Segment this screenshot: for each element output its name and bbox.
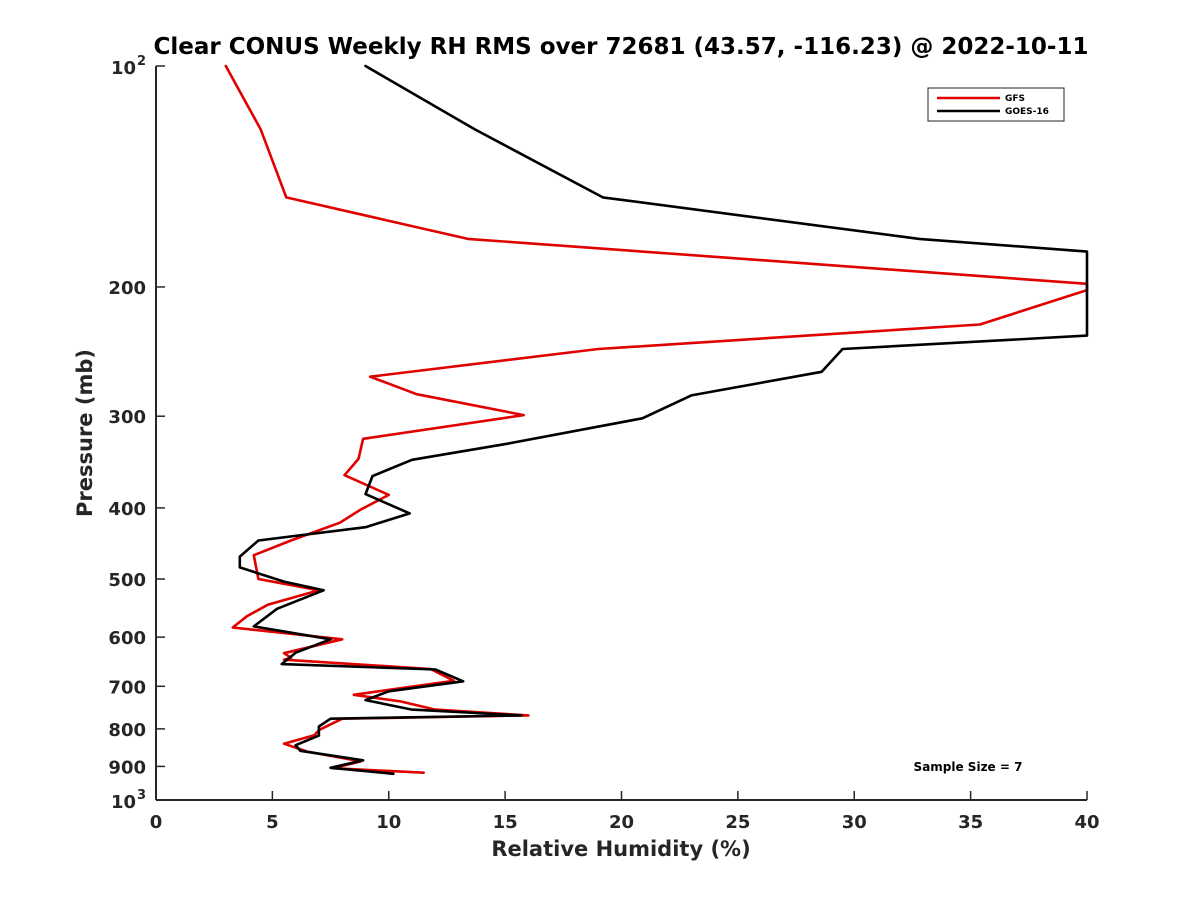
x-axis-label: Relative Humidity (%) — [491, 837, 750, 861]
chart-title: Clear CONUS Weekly RH RMS over 72681 (43… — [154, 34, 1089, 60]
series-line-goes-16 — [238, 64, 1089, 776]
y-tick-label: 200 — [108, 278, 146, 299]
y-tick-label: 400 — [108, 499, 146, 520]
y-tick-label: 10 — [111, 58, 136, 79]
x-ticks: 0 5 10 15 20 25 30 35 40 — [150, 791, 1100, 833]
y-tick-label: 800 — [108, 720, 146, 741]
legend-label: GFS — [1005, 94, 1025, 104]
x-tick-label: 25 — [725, 812, 750, 833]
series-lines — [224, 64, 1089, 776]
legend-label: GOES-16 — [1005, 107, 1049, 117]
x-tick-label: 5 — [266, 812, 279, 833]
x-tick-label: 10 — [376, 812, 401, 833]
x-tick-label: 35 — [958, 812, 983, 833]
x-tick-label: 0 — [150, 812, 163, 833]
x-tick-label: 30 — [842, 812, 867, 833]
y-tick-label: 700 — [108, 677, 146, 698]
y-tick-exponent: 3 — [137, 788, 146, 803]
y-tick-label: 300 — [108, 407, 146, 428]
x-tick-label: 15 — [493, 812, 518, 833]
x-tick-label: 40 — [1074, 812, 1099, 833]
y-axis-label: Pressure (mb) — [73, 349, 97, 517]
x-tick-label: 20 — [609, 812, 634, 833]
y-tick-label: 10 — [111, 792, 136, 813]
y-tick-label: 600 — [108, 628, 146, 649]
sample-size-annotation: Sample Size = 7 — [914, 760, 1023, 774]
legend: GFS GOES-16 — [927, 87, 1065, 122]
series-line-gfs — [224, 64, 1089, 775]
y-tick-label: 500 — [108, 570, 146, 591]
plot-area: 0 5 10 15 20 25 30 35 40 10 220030040050060070080… — [108, 54, 1099, 833]
legend-box — [927, 87, 1065, 122]
y-tick-label: 900 — [108, 757, 146, 778]
y-tick-exponent: 2 — [137, 54, 146, 69]
